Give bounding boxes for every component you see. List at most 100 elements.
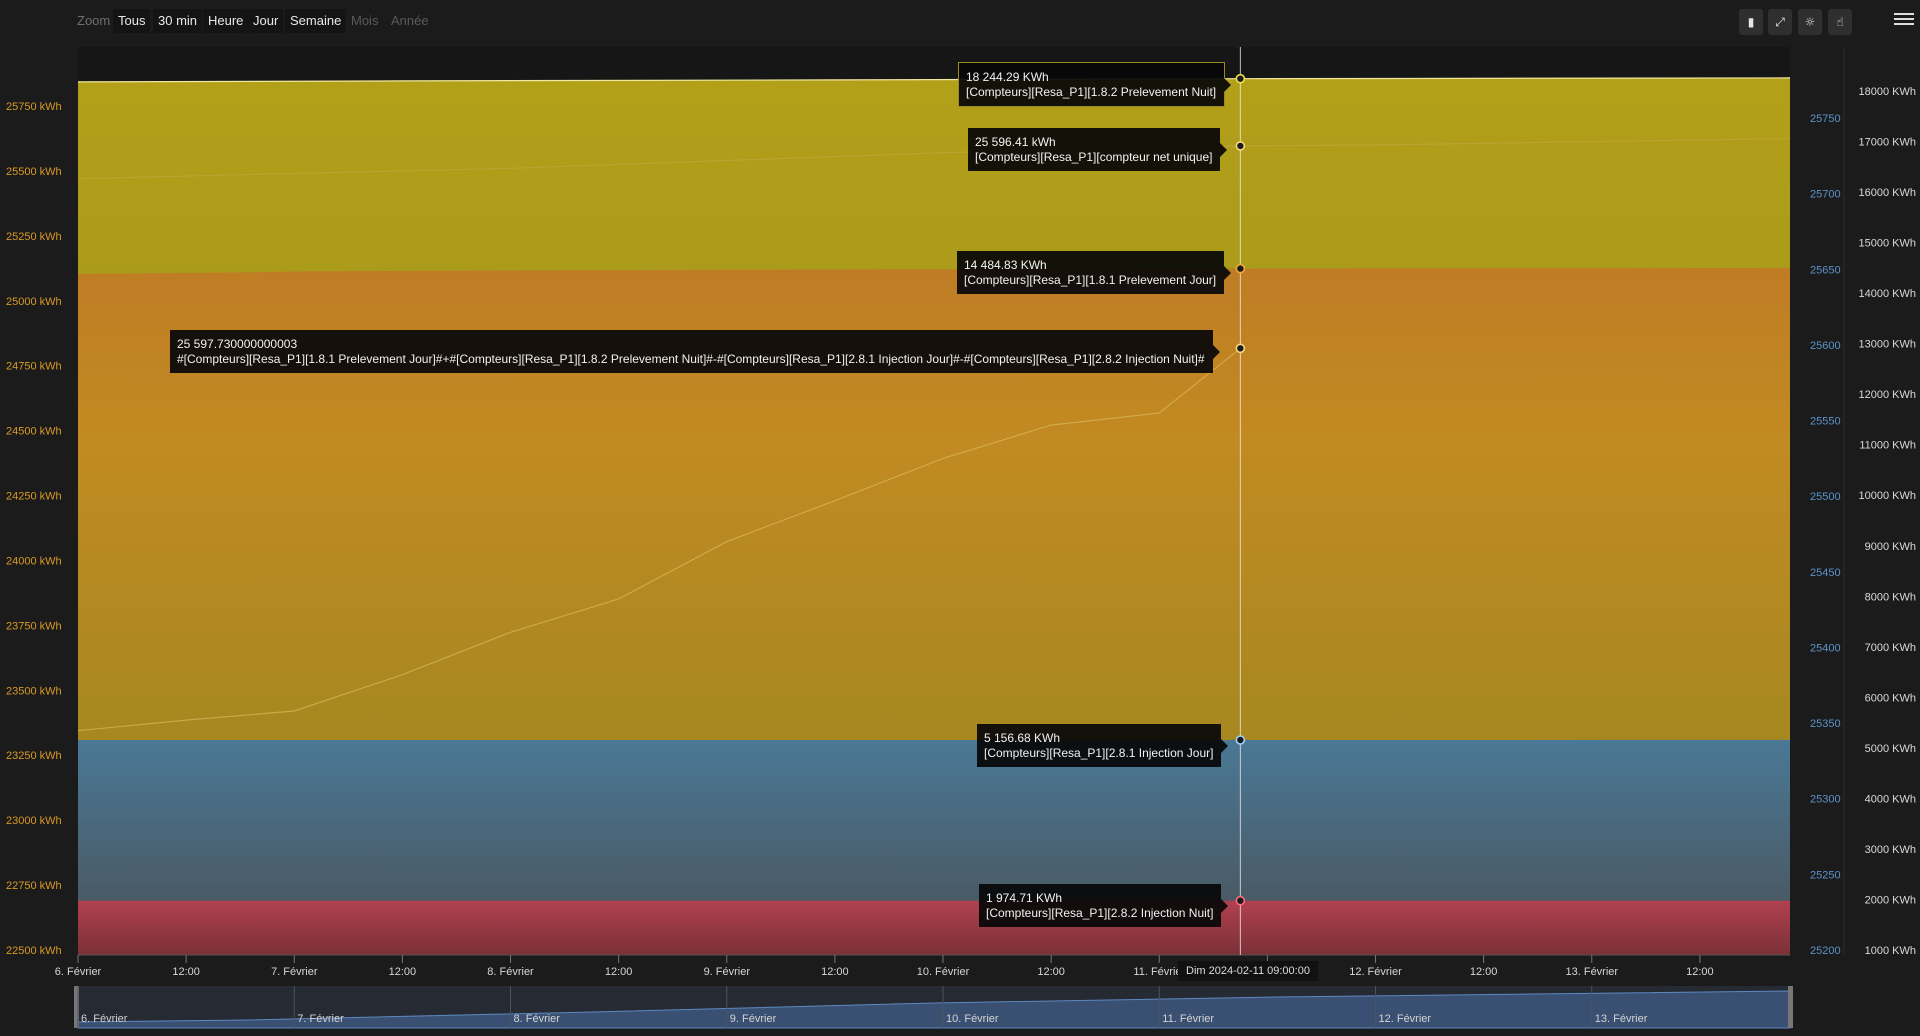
tooltip-prelevement-jour: 14 484.83 KWh [Compteurs][Resa_P1][1.8.1… (957, 251, 1232, 294)
x-axis-tick-label: 12:00 (389, 966, 417, 978)
right-outer-axis-tick-label: 6000 KWh (1865, 692, 1916, 704)
left-axis-tick-label: 23750 kWh (6, 620, 62, 632)
tooltip-value: 1 974.71 KWh (986, 891, 1063, 905)
zoom-day-button[interactable]: Jour (248, 9, 284, 33)
left-axis-tick-label: 24500 kWh (6, 426, 62, 438)
navigator-tick-label: 13. Février (1595, 1013, 1648, 1025)
navigator-tick-label: 9. Février (730, 1013, 777, 1025)
left-axis-tick-label: 22750 kWh (6, 880, 62, 892)
right-outer-axis-tick-label: 3000 KWh (1865, 844, 1916, 856)
right-inner-axis-tick-label: 25200 (1810, 945, 1841, 957)
marker-prelevement-nuit (1235, 73, 1246, 84)
right-outer-axis-tick-label: 1000 KWh (1865, 945, 1916, 957)
left-axis-tick-label: 23000 kWh (6, 815, 62, 827)
navigator-left-handle[interactable] (74, 986, 79, 1028)
x-axis-tick-label: 9. Février (704, 966, 751, 978)
right-outer-axis-tick-label: 15000 KWh (1859, 238, 1916, 250)
x-axis-tick-label: 12:00 (1037, 966, 1065, 978)
marker-prelevement-jour (1235, 263, 1246, 274)
right-inner-axis-tick-label: 25550 (1810, 416, 1841, 428)
tooltip-value: 14 484.83 KWh (964, 258, 1047, 272)
sun-icon[interactable]: ☼ (1798, 9, 1822, 35)
right-inner-axis-tick-label: 25250 (1810, 869, 1841, 881)
hamburger-menu-icon[interactable] (1894, 10, 1914, 28)
tooltip-series-name: [Compteurs][Resa_P1][2.8.1 Injection Jou… (984, 746, 1214, 760)
tooltip-series-name: [Compteurs][Resa_P1][1.8.1 Prelevement J… (964, 273, 1217, 287)
navigator-tick-label: 11. Février (1162, 1013, 1214, 1025)
right-inner-axis-tick-label: 25500 (1810, 491, 1841, 503)
tooltip-value: 25 596.41 kWh (975, 135, 1056, 149)
toolbar: Zoom Tous 30 min Heure Jour Semaine Mois… (0, 0, 1920, 44)
tooltip-prelevement-nuit: 18 244.29 KWh [Compteurs][Resa_P1][1.8.2… (958, 62, 1232, 107)
marker-formula (1235, 343, 1246, 354)
right-outer-axis-tick-label: 7000 KWh (1865, 642, 1916, 654)
left-axis-tick-label: 24250 kWh (6, 491, 62, 503)
zoom-all-button[interactable]: Tous (113, 9, 151, 33)
right-inner-axis-tick-label: 25650 (1810, 264, 1841, 276)
right-outer-axis-tick-label: 8000 KWh (1865, 591, 1916, 603)
right-outer-axis-tick-label: 14000 KWh (1859, 288, 1916, 300)
right-outer-axis-tick-label: 18000 KWh (1859, 86, 1916, 98)
tooltip-injection-jour: 5 156.68 KWh [Compteurs][Resa_P1][2.8.1 … (977, 724, 1229, 767)
right-outer-axis-tick-label: 4000 KWh (1865, 793, 1916, 805)
x-axis-tick-label: 12:00 (1686, 966, 1714, 978)
hand-pointer-icon[interactable]: ☝ (1828, 9, 1852, 35)
right-outer-axis-tick-label: 16000 KWh (1859, 187, 1916, 199)
x-axis-tick-label: 12:00 (172, 966, 200, 978)
tooltip-series-name: #[Compteurs][Resa_P1][1.8.1 Prelevement … (177, 352, 1205, 366)
navigator-tick-label: 12. Février (1379, 1013, 1432, 1025)
navigator-right-handle[interactable] (1788, 986, 1793, 1028)
left-axis-tick-label: 22500 kWh (6, 945, 62, 957)
bar-chart-icon[interactable]: ▮ (1739, 9, 1763, 35)
tooltip-injection-nuit: 1 974.71 KWh [Compteurs][Resa_P1][2.8.2 … (979, 884, 1229, 927)
x-axis-tick-label: 12:00 (1470, 966, 1498, 978)
left-axis-tick-label: 25250 kWh (6, 231, 62, 243)
marker-injection-nuit (1235, 895, 1246, 906)
right-inner-axis-tick-label: 25450 (1810, 567, 1841, 579)
right-outer-axis-tick-label: 10000 KWh (1859, 490, 1916, 502)
right-inner-axis-tick-label: 25400 (1810, 643, 1841, 655)
marker-compteur-net (1235, 141, 1246, 151)
marker-injection-jour (1235, 735, 1246, 745)
tooltip-series-name: [Compteurs][Resa_P1][1.8.2 Prelevement N… (966, 85, 1217, 99)
navigator-tick-label: 10. Février (946, 1013, 999, 1025)
navigator-tick-label: 7. Février (297, 1013, 344, 1025)
tooltip-series-name: [Compteurs][Resa_P1][compteur net unique… (975, 150, 1213, 164)
tooltip-value: 5 156.68 KWh (984, 731, 1061, 745)
tooltip-compteur-net: 25 596.41 kWh [Compteurs][Resa_P1][compt… (968, 128, 1228, 171)
line-compteur-net (77, 137, 1791, 180)
right-inner-axis-tick-label: 25350 (1810, 718, 1841, 730)
right-inner-axis-tick-label: 25700 (1810, 189, 1841, 201)
x-axis-tick-label: 12. Février (1349, 966, 1402, 978)
x-axis-tick-label: 12:00 (821, 966, 849, 978)
x-axis-tick-label: 10. Février (917, 966, 970, 978)
crosshair-date-label: Dim 2024-02-11 09:00:00 (1178, 961, 1318, 981)
left-axis-tick-label: 24750 kWh (6, 361, 62, 373)
left-axis-tick-label: 23500 kWh (6, 685, 62, 697)
right-outer-axis-tick-label: 2000 KWh (1865, 895, 1916, 907)
zoom-hour-button[interactable]: Heure (203, 9, 249, 33)
right-outer-axis-tick-label: 12000 KWh (1859, 389, 1916, 401)
x-axis-tick-label: 7. Février (271, 966, 318, 978)
right-outer-axis-tick-label: 13000 KWh (1859, 339, 1916, 351)
zoom-week-button[interactable]: Semaine (285, 9, 347, 33)
zoom-year-button: Année (391, 13, 429, 28)
zoom-month-button: Mois (351, 13, 379, 28)
zoom-30min-button[interactable]: 30 min (153, 9, 203, 33)
left-axis-tick-label: 25750 kWh (6, 101, 62, 113)
tooltip-value: 18 244.29 KWh (966, 70, 1049, 84)
tooltip-series-name: [Compteurs][Resa_P1][2.8.2 Injection Nui… (986, 906, 1214, 920)
right-outer-axis-tick-label: 5000 KWh (1865, 743, 1916, 755)
x-axis-tick-label: 11. Février (1133, 966, 1185, 978)
x-axis-tick-label: 13. Février (1566, 966, 1619, 978)
line-formula (77, 347, 1241, 732)
left-axis-tick-label: 23250 kWh (6, 750, 62, 762)
tooltip-formula: 25 597.730000000003 #[Compteurs][Resa_P1… (170, 330, 1220, 373)
navigator-tick-label: 6. Février (81, 1013, 128, 1025)
right-outer-axis-tick-label: 17000 KWh (1859, 137, 1916, 149)
line-prelevement-nuit (77, 77, 1791, 83)
x-axis-tick-label: 12:00 (605, 966, 633, 978)
resize-icon[interactable]: ⤢ (1768, 9, 1792, 35)
tooltip-value: 25 597.730000000003 (177, 337, 298, 351)
